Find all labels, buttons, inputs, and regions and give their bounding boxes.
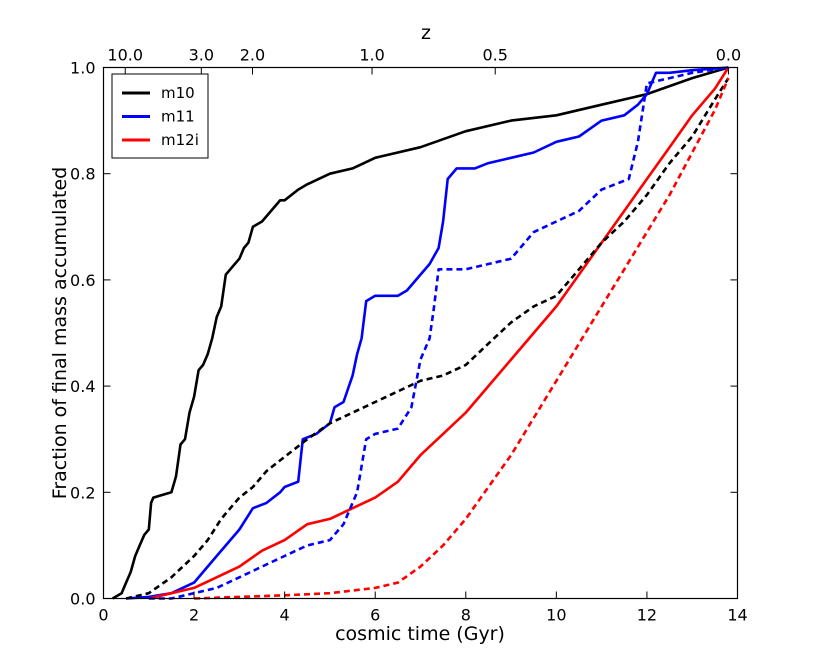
legend: m10 m11 m12i xyxy=(111,73,209,159)
x-tick-label: 14 xyxy=(727,606,747,625)
legend-label-m10: m10 xyxy=(161,84,195,102)
y-tick-label: 0.8 xyxy=(70,165,95,184)
top-tick-label: 3.0 xyxy=(189,46,214,65)
y-tick-label: 0.6 xyxy=(70,271,95,290)
y-tick-label: 0.4 xyxy=(70,377,95,396)
legend-label-m12i: m12i xyxy=(161,131,199,149)
y-tick-label: 0.0 xyxy=(70,590,95,609)
top-tick-label: 1.0 xyxy=(359,46,384,65)
top-tick-label: 0.5 xyxy=(482,46,507,65)
x-tick-label: 0 xyxy=(98,606,108,625)
series-line-m11 xyxy=(126,66,729,600)
x-axis-title: cosmic time (Gyr) xyxy=(335,623,505,645)
x-tick-label: 12 xyxy=(637,606,657,625)
top-axis-title: z xyxy=(421,22,431,44)
series-line-m10 xyxy=(111,66,729,600)
x-tick-label: 2 xyxy=(189,606,199,625)
series-line-m12i-dashed xyxy=(194,77,730,600)
ticks-layer: 0 2 4 6 8 10 12 14 0.0 0.2 0.4 0.6 0.8 1.0 10.0 3.0 2.0 1… xyxy=(70,46,748,625)
series-line-m12i xyxy=(148,66,730,600)
x-tick-label: 6 xyxy=(370,606,380,625)
plot-frame xyxy=(102,66,739,600)
x-tick-label: 8 xyxy=(461,606,471,625)
series-layer xyxy=(111,66,730,600)
legend-label-m11: m11 xyxy=(161,108,195,126)
series-line-m11-dashed xyxy=(148,66,729,600)
y-tick-label: 1.0 xyxy=(70,59,95,78)
top-tick-label: 2.0 xyxy=(240,46,265,65)
top-tick-label: 0.0 xyxy=(716,46,741,65)
x-tick-label: 4 xyxy=(280,606,290,625)
x-tick-label: 10 xyxy=(546,606,566,625)
y-axis-title: Fraction of final mass accumulated xyxy=(49,167,71,499)
series-line-m10-dashed xyxy=(125,77,730,600)
y-tick-label: 0.2 xyxy=(70,483,95,502)
top-tick-label: 10.0 xyxy=(107,46,143,65)
